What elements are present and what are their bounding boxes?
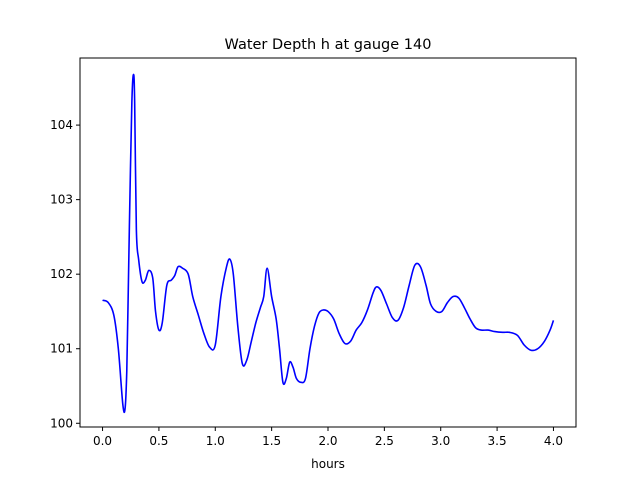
x-tick-label: 0.0	[93, 434, 112, 448]
plot-area	[102, 73, 555, 414]
x-tick-label: 4.0	[544, 434, 563, 448]
x-tick-label: 1.5	[262, 434, 281, 448]
x-tick-label: 0.5	[149, 434, 168, 448]
chart-title: Water Depth h at gauge 140	[225, 37, 432, 53]
x-tick-label: 3.5	[488, 434, 507, 448]
series-line	[102, 73, 555, 414]
x-tick-label: 1.0	[206, 434, 225, 448]
y-tick-label: 100	[50, 416, 73, 430]
y-tick-label: 102	[50, 267, 73, 281]
y-tick-label: 103	[50, 193, 73, 207]
x-tick-label: 2.5	[375, 434, 394, 448]
x-axis-label: hours	[311, 457, 345, 471]
x-axis: 0.0 0.5 1.0 1.5 2.0 2.5 3.0 3.5 4.0	[93, 427, 563, 448]
x-tick-label: 2.0	[318, 434, 337, 448]
plot-frame	[79, 57, 577, 428]
y-axis: 100 101 102 103 104	[50, 118, 80, 430]
y-tick-label: 104	[50, 118, 73, 132]
y-tick-label: 101	[50, 342, 73, 356]
x-tick-label: 3.0	[431, 434, 450, 448]
